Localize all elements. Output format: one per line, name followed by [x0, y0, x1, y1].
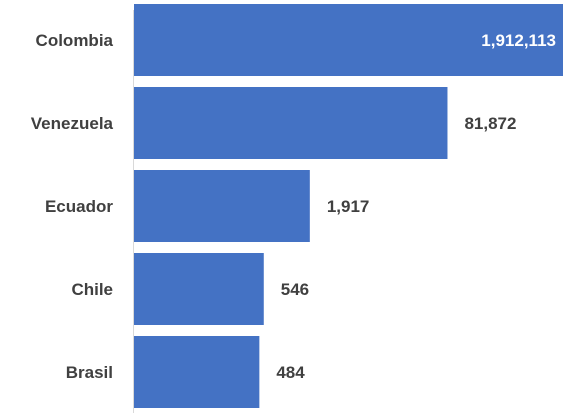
category-label-chile: Chile — [71, 280, 113, 299]
bar-ecuador — [134, 170, 310, 242]
category-label-ecuador: Ecuador — [45, 197, 113, 216]
bar-brasil — [134, 336, 260, 408]
bars-layer — [134, 4, 563, 408]
category-label-colombia: Colombia — [36, 31, 114, 50]
bar-venezuela — [134, 87, 448, 159]
bar-chile — [134, 253, 264, 325]
value-label-chile: 546 — [281, 280, 309, 299]
value-label-ecuador: 1,917 — [327, 197, 370, 216]
value-label-venezuela: 81,872 — [464, 114, 516, 133]
category-label-brasil: Brasil — [66, 363, 113, 382]
value-label-colombia: 1,912,113 — [481, 31, 556, 50]
bar-colombia — [134, 4, 563, 76]
value-label-brasil: 484 — [276, 363, 305, 382]
category-label-venezuela: Venezuela — [31, 114, 114, 133]
labels-layer: Colombia 1,912,113 Venezuela 81,872 Ecuador 1… — [31, 31, 556, 382]
